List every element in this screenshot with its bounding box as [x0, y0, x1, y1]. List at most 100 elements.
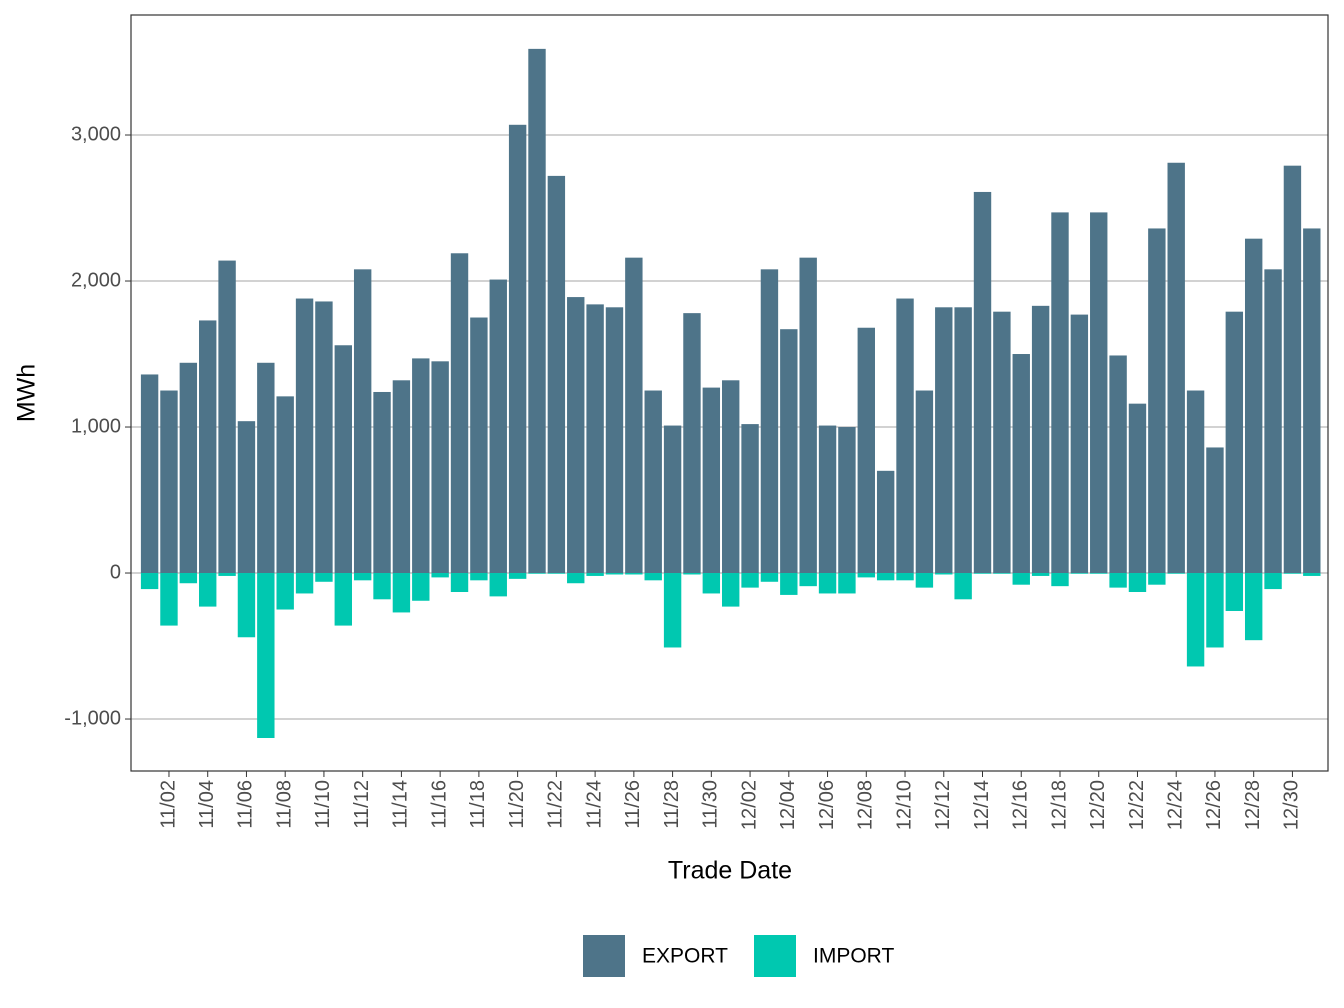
bar	[799, 573, 817, 587]
x-tick-label: 12/02	[738, 780, 760, 830]
x-axis-title: Trade Date	[668, 857, 792, 885]
plot-border	[130, 14, 1329, 772]
x-tick-label: 11/30	[700, 780, 722, 829]
bar	[993, 573, 1011, 574]
bar	[257, 362, 275, 574]
bar	[896, 573, 914, 581]
bar	[586, 573, 604, 576]
x-tick-label: 12/14	[971, 780, 993, 830]
bar	[722, 380, 740, 574]
bar	[954, 307, 972, 574]
bar	[1012, 354, 1030, 574]
x-tick-label: 12/10	[893, 780, 915, 830]
x-tick-label: 11/28	[661, 780, 683, 829]
bar	[625, 257, 643, 574]
x-tick-label: 11/18	[467, 780, 489, 829]
bar	[935, 307, 953, 574]
bar	[935, 573, 953, 575]
bar	[489, 573, 507, 597]
x-tick-label: 12/12	[932, 780, 954, 830]
bar	[353, 269, 372, 574]
x-tick-label: 12/26	[1203, 780, 1225, 830]
bar	[547, 573, 566, 574]
x-tick-label: 12/20	[1087, 780, 1109, 830]
bar	[1225, 311, 1244, 574]
bar	[276, 396, 294, 574]
x-tick-label: 12/22	[1126, 780, 1148, 830]
x-tick-label: 12/04	[777, 780, 799, 830]
bar	[334, 573, 352, 626]
bar	[1109, 355, 1127, 574]
bar	[876, 573, 895, 581]
bar	[218, 573, 236, 576]
x-tick-label: 11/02	[157, 780, 179, 829]
y-tick-label: 1,000	[71, 415, 121, 437]
bar	[741, 424, 759, 574]
bar	[1031, 305, 1050, 574]
bar	[1148, 573, 1166, 585]
x-tick-label: 11/26	[622, 780, 644, 829]
bar	[470, 573, 488, 581]
x-tick-label: 12/30	[1281, 780, 1303, 830]
x-tick-label: 12/24	[1164, 780, 1186, 830]
bar	[508, 124, 527, 574]
bar	[508, 573, 527, 579]
bar	[644, 390, 662, 574]
bar	[160, 573, 178, 626]
bar	[412, 358, 430, 574]
x-tick-label: 11/10	[312, 780, 334, 829]
bar	[567, 573, 585, 584]
x-tick-label: 11/08	[273, 780, 295, 829]
bar	[528, 573, 546, 574]
bar	[450, 253, 469, 574]
bar	[257, 573, 275, 739]
bar	[954, 573, 972, 600]
bar	[179, 573, 198, 584]
legend-label: IMPORT	[813, 945, 894, 968]
bar	[683, 313, 701, 574]
bar	[799, 257, 817, 574]
bar	[760, 269, 779, 574]
bar	[683, 573, 701, 575]
bar	[1264, 573, 1282, 590]
bar	[218, 260, 236, 574]
x-tick-label: 11/14	[390, 780, 412, 829]
bar	[838, 573, 856, 594]
x-tick-label: 12/16	[1010, 780, 1032, 830]
bar	[1283, 165, 1302, 574]
bar	[1167, 573, 1185, 574]
bar	[1186, 573, 1205, 667]
bar	[528, 48, 546, 574]
bar	[780, 329, 798, 574]
bar	[741, 573, 759, 588]
bar	[1070, 314, 1089, 574]
bar	[140, 374, 159, 574]
bar	[1109, 573, 1127, 588]
legend-swatch	[754, 935, 796, 977]
bar	[973, 573, 992, 574]
y-tick-label: 2,000	[71, 269, 121, 291]
bar	[605, 307, 624, 574]
x-tick-label: 11/12	[351, 780, 373, 829]
x-tick-label: 11/22	[545, 780, 567, 829]
bar	[1283, 573, 1302, 574]
legend-swatch	[583, 935, 625, 977]
bar	[1206, 573, 1224, 648]
bar	[1167, 162, 1185, 574]
bar	[605, 573, 624, 575]
bar	[586, 304, 604, 574]
bar	[431, 361, 449, 574]
bar	[373, 391, 391, 574]
bar	[237, 421, 256, 574]
bar	[857, 573, 875, 578]
y-tick-label: 0	[110, 561, 121, 583]
bar	[353, 573, 372, 581]
bar	[915, 390, 934, 574]
bar	[702, 573, 721, 594]
bar	[237, 573, 256, 638]
x-tick-label: 12/18	[1048, 780, 1070, 830]
bar	[1051, 212, 1069, 574]
bar	[450, 573, 469, 593]
bar	[140, 573, 159, 590]
